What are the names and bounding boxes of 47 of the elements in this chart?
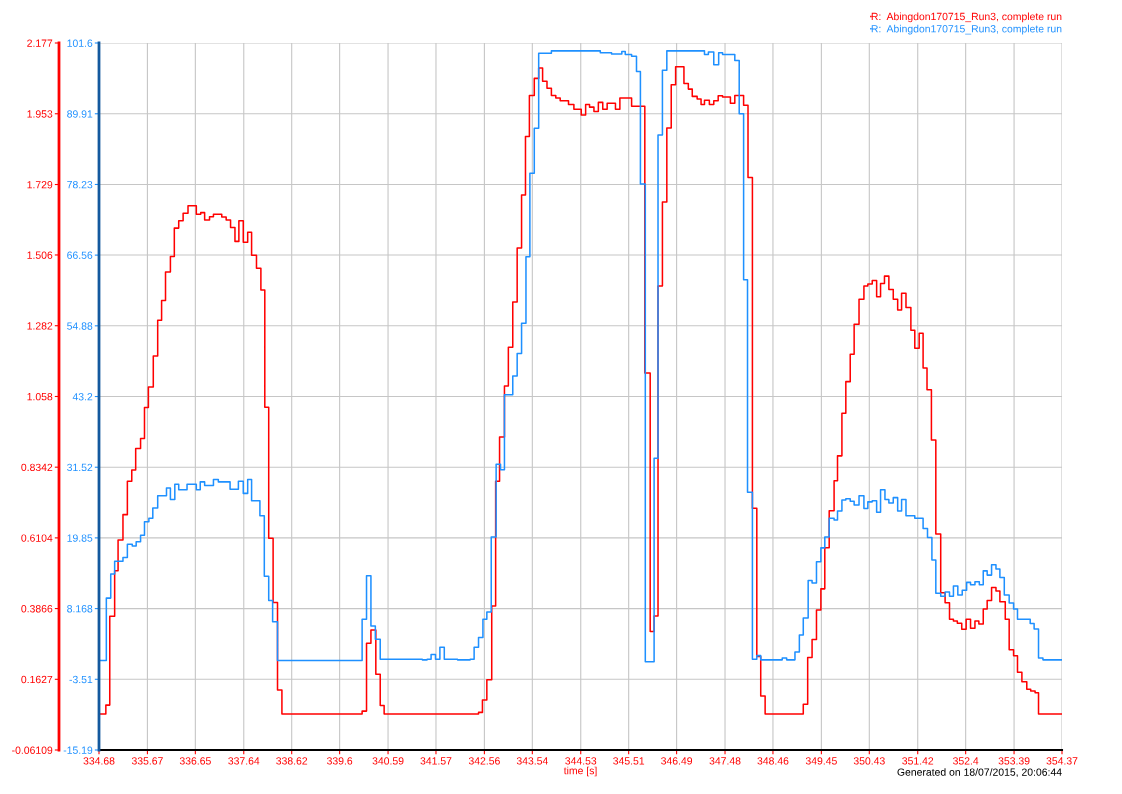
x-tick-label: 342.56	[468, 757, 500, 765]
legend-label: R: Abingdon170715_Run3, complete run	[871, 12, 1062, 23]
y2-tick-label: 8.168	[67, 605, 93, 613]
x-tick-label: 337.64	[228, 757, 260, 765]
legend-label: R: Abingdon170715_Run3, complete run	[871, 24, 1062, 35]
x-tick-label: 349.45	[805, 757, 837, 765]
x-tick-label: 341.57	[420, 757, 452, 765]
x-tick-label: 346.49	[661, 757, 693, 765]
y-tick-label: 1.282	[27, 322, 53, 330]
y2-tick-label: -15.19	[63, 746, 93, 754]
x-tick-label: 345.51	[613, 757, 645, 765]
y2-tick-label: 54.88	[67, 322, 93, 330]
x-tick-label: 339.6	[326, 757, 353, 765]
y-tick-label: 0.8342	[21, 463, 53, 472]
x-tick-label: 335.67	[131, 757, 163, 765]
x-tick-label: 347.48	[709, 757, 741, 765]
y2-tick-label: 43.2	[72, 393, 93, 401]
y-tick-label: 0.1627	[21, 675, 53, 684]
y2-tick-label: 78.23	[67, 180, 93, 189]
y-tick-label: -0.06109	[12, 746, 53, 754]
x-tick-label: 336.65	[179, 757, 211, 765]
y2-tick-label: 101.6	[67, 39, 93, 47]
y2-tick-label: 19.85	[67, 534, 93, 542]
y-tick-label: 1.953	[27, 110, 53, 118]
y-tick-label: 1.729	[27, 181, 53, 189]
y2-tick-label: -3.51	[69, 675, 93, 684]
y2-tick-label: 89.91	[67, 110, 93, 118]
y-tick-label: 0.3866	[21, 605, 53, 613]
y-tick-label: 2.177	[27, 39, 53, 47]
y-tick-label: 1.506	[27, 251, 53, 259]
x-tick-label: 350.43	[853, 757, 885, 765]
x-tick-label: 354.37	[1046, 757, 1078, 765]
x-tick-label: 351.42	[902, 757, 934, 765]
x-tick-label: 340.59	[372, 757, 404, 765]
x-tick-label: 344.53	[565, 757, 597, 765]
x-tick-label: 353.39	[998, 757, 1030, 765]
y-tick-label: 1.058	[27, 392, 53, 401]
x-tick-label: 343.54	[516, 757, 548, 765]
y2-tick-label: 31.52	[67, 463, 93, 472]
x-tick-label: 334.68	[83, 757, 115, 765]
x-tick-label: 338.62	[276, 757, 308, 765]
x-tick-label: 352.4	[953, 757, 979, 765]
y-tick-label: 0.6104	[21, 534, 53, 542]
y2-tick-label: 66.56	[67, 251, 93, 259]
x-tick-label: 348.46	[757, 757, 789, 765]
x-axis-title: time [s]	[563, 766, 597, 777]
text: Generated on 18/07/2015, 20:06:44	[897, 768, 1062, 778]
